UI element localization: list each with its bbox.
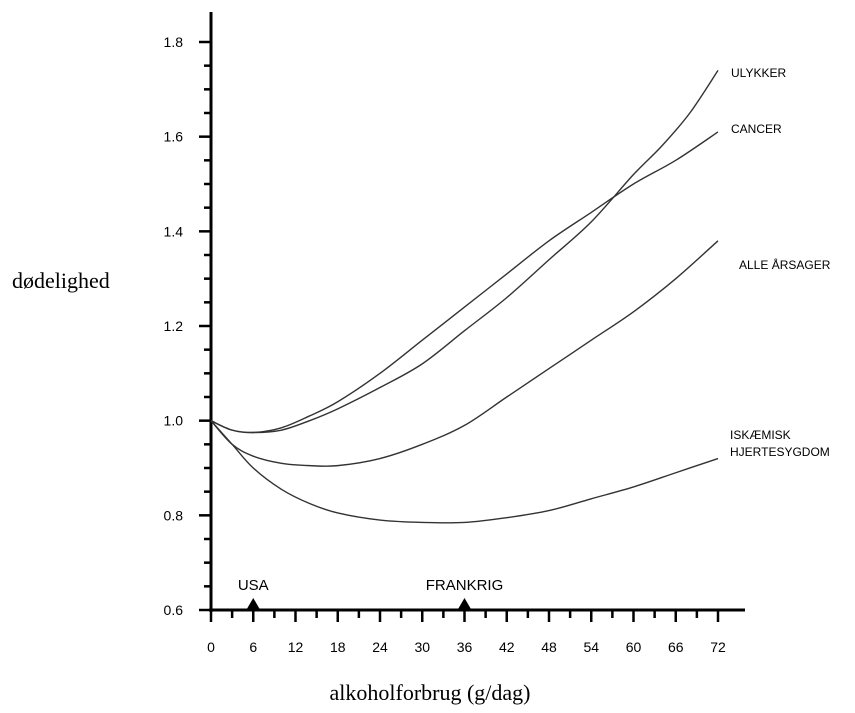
y-tick-label: 0.6 xyxy=(164,602,184,618)
x-tick-label: 60 xyxy=(626,639,642,655)
x-tick-label: 36 xyxy=(457,639,473,655)
series-label-iskæmisk-hjertesygdom: HJERTESYGDOM xyxy=(730,445,830,459)
x-tick-label: 54 xyxy=(583,639,599,655)
x-tick-label: 12 xyxy=(288,639,304,655)
marker-arrow-usa xyxy=(246,598,261,610)
y-tick-label: 1.6 xyxy=(164,129,184,145)
series-label-ulykker: ULYKKER xyxy=(731,66,786,80)
series-label-iskæmisk-hjertesygdom: ISKÆMISK xyxy=(730,428,791,442)
x-tick-label: 66 xyxy=(668,639,684,655)
series-label-cancer: CANCER xyxy=(731,122,782,136)
marker-label-usa: USA xyxy=(238,577,269,594)
y-tick-label: 1.0 xyxy=(164,413,184,429)
series-line-iskæmisk-hjertesygdom xyxy=(210,420,719,524)
series-line-cancer xyxy=(210,131,719,434)
x-tick-label: 72 xyxy=(710,639,726,655)
x-tick-label: 0 xyxy=(207,639,215,655)
x-tick-label: 24 xyxy=(372,639,388,655)
x-tick-label: 42 xyxy=(499,639,515,655)
y-tick-label: 1.8 xyxy=(164,34,184,50)
y-tick-label: 0.8 xyxy=(164,507,184,523)
x-axis-title: alkoholforbrug (g/dag) xyxy=(330,680,531,705)
chart-labels: ULYKKER CANCER ALLE ÅRSAGER ISKÆMISK HJERTES… xyxy=(730,66,831,459)
chart-series xyxy=(210,70,719,524)
x-tick-label: 18 xyxy=(330,639,346,655)
marker-label-frankrig: FRANKRIG xyxy=(426,577,504,594)
y-axis-title: dødelighed xyxy=(12,268,110,293)
series-line-alle-årsager xyxy=(210,240,719,467)
series-line-ulykker xyxy=(210,70,719,434)
chart-ticks: 0.6 0.8 1.0 1.2 1.4 1.6 1.8 0 6 12 18 24 30 36 42 48 54 6… xyxy=(164,34,726,655)
marker-arrow-frankrig xyxy=(457,598,472,610)
x-tick-label: 48 xyxy=(541,639,557,655)
y-tick-label: 1.2 xyxy=(164,318,184,334)
x-tick-label: 6 xyxy=(249,639,257,655)
chart-markers: USA FRANKRIG xyxy=(238,577,503,610)
x-tick-label: 30 xyxy=(414,639,430,655)
series-label-alle-årsager: ALLE ÅRSAGER xyxy=(739,257,831,272)
y-tick-label: 1.4 xyxy=(164,223,184,239)
